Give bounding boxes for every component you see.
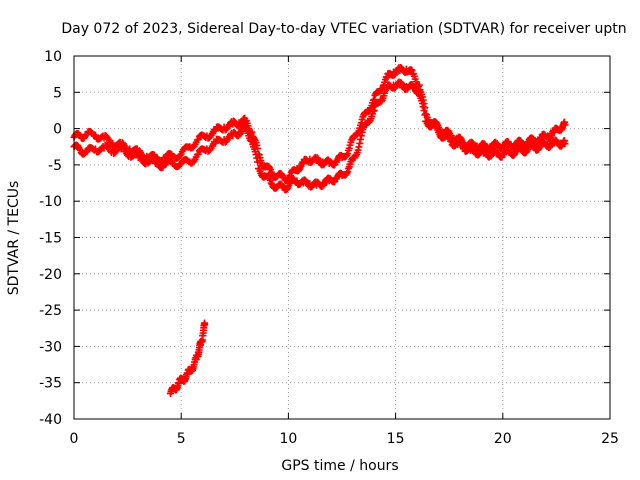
data-point-fill bbox=[344, 168, 352, 176]
data-point-fill bbox=[252, 151, 260, 159]
data-point bbox=[299, 159, 307, 167]
x-tick-label: 15 bbox=[387, 431, 405, 447]
plot-border bbox=[73, 55, 611, 420]
data-point bbox=[248, 135, 256, 143]
y-tick-label: -25 bbox=[39, 303, 62, 319]
x-tick-label: 0 bbox=[70, 431, 79, 447]
y-tick-label: -35 bbox=[39, 376, 62, 392]
data-point-fill bbox=[254, 158, 262, 166]
data-point bbox=[201, 321, 209, 329]
data-point bbox=[194, 150, 202, 158]
data-point bbox=[212, 127, 220, 135]
data-point bbox=[194, 135, 202, 143]
y-tick-label: -5 bbox=[48, 158, 62, 174]
x-tick-label: 5 bbox=[177, 431, 186, 447]
data-point bbox=[383, 74, 391, 82]
data-point bbox=[561, 121, 569, 129]
data-points bbox=[70, 63, 569, 398]
y-tick-label: -20 bbox=[39, 267, 62, 283]
y-tick-label: -40 bbox=[39, 412, 62, 428]
data-point bbox=[212, 139, 220, 147]
data-point-fill bbox=[356, 139, 364, 147]
chart-title: Day 072 of 2023, Sidereal Day-to-day VTE… bbox=[61, 21, 626, 37]
x-tick-label: 20 bbox=[494, 431, 512, 447]
y-axis-label: SDTVAR / TECUs bbox=[6, 181, 22, 296]
data-point bbox=[561, 140, 569, 148]
data-point bbox=[415, 87, 423, 95]
y-tick-label: 0 bbox=[53, 122, 62, 138]
data-point-fill bbox=[176, 151, 184, 159]
y-tick-label: -30 bbox=[39, 339, 62, 355]
x-tick-label: 10 bbox=[279, 431, 297, 447]
data-point-fill bbox=[356, 135, 364, 143]
x-tick-label: 25 bbox=[601, 431, 619, 447]
data-point-fill bbox=[253, 154, 261, 162]
data-point-fill bbox=[420, 107, 428, 115]
data-point bbox=[91, 131, 99, 139]
y-tick-label: 5 bbox=[53, 85, 62, 101]
data-point bbox=[550, 128, 558, 136]
data-point-fill bbox=[418, 99, 426, 107]
data-point bbox=[248, 128, 256, 136]
axis-ticks: 0 5 10 15 20 25 10 5 0 -5 -10 -15 -20 -25 -30 -35 -40 bbox=[39, 49, 619, 447]
data-point-fill bbox=[355, 143, 363, 151]
data-point-fill bbox=[344, 150, 352, 158]
data-point-fill bbox=[419, 103, 427, 111]
y-tick-label: 10 bbox=[44, 49, 62, 65]
y-tick-label: -10 bbox=[39, 194, 62, 210]
data-point-fill bbox=[421, 111, 429, 119]
data-point bbox=[370, 106, 378, 114]
grid-lines bbox=[74, 56, 610, 419]
data-point bbox=[357, 132, 365, 140]
x-axis-label: GPS time / hours bbox=[281, 458, 398, 474]
y-tick-label: -15 bbox=[39, 231, 62, 247]
